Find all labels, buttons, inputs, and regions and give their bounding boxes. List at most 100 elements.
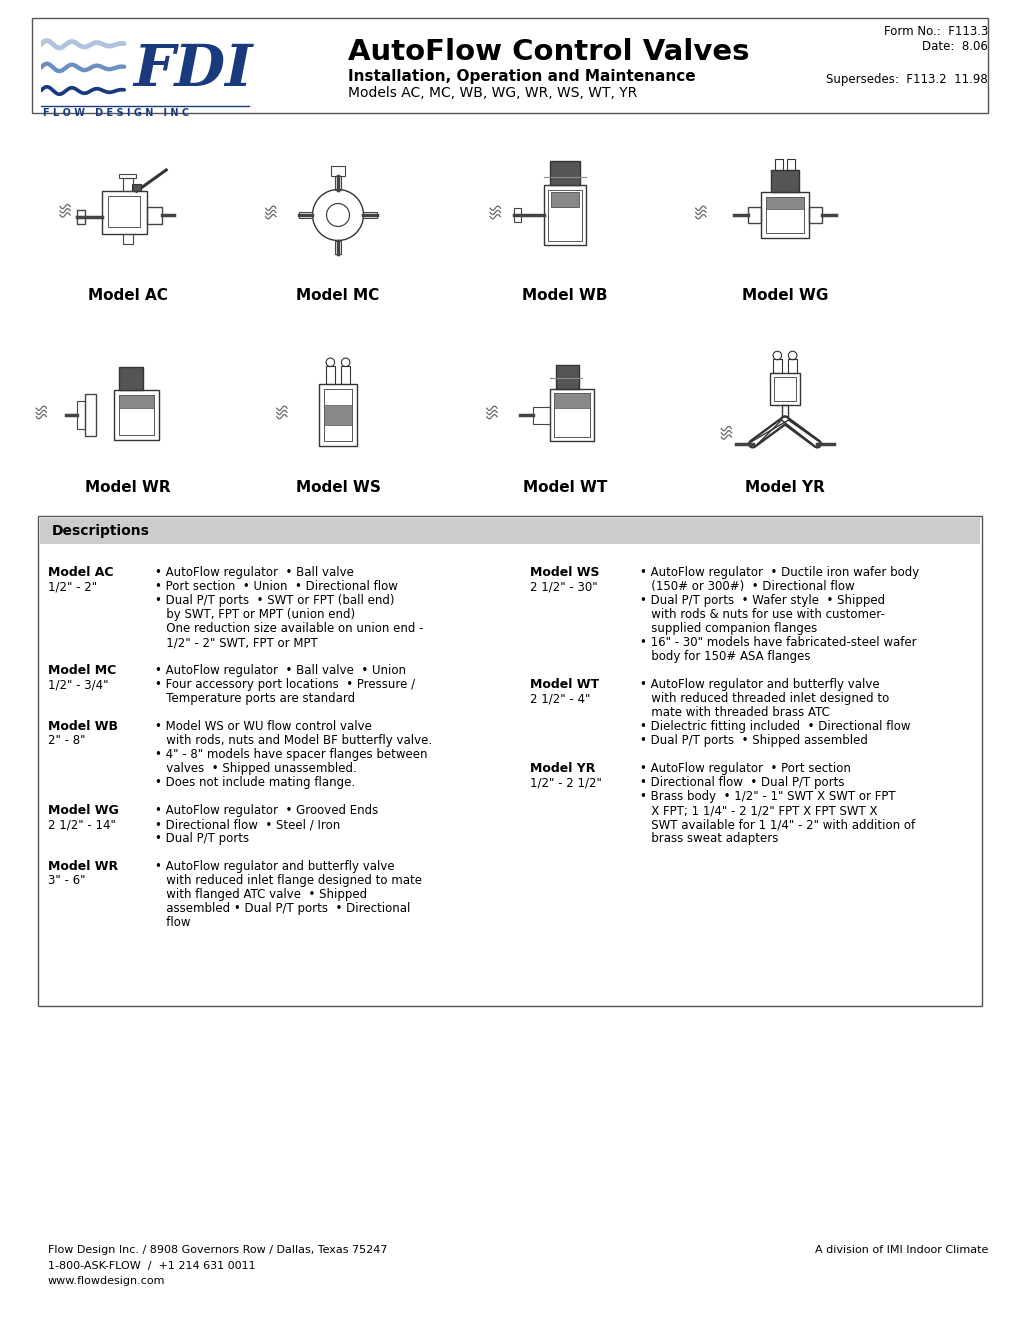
Text: • AutoFlow regulator  • Grooved Ends: • AutoFlow regulator • Grooved Ends [155,804,378,817]
Bar [335,176,340,190]
Text: valves  • Shipped unassembled.: valves • Shipped unassembled. [155,762,357,775]
Text: brass sweat adapters: brass sweat adapters [639,832,777,845]
Text: • Dual P/T ports: • Dual P/T ports [155,832,249,845]
Bar [363,213,377,218]
Text: • Dual P/T ports  • Shipped assembled: • Dual P/T ports • Shipped assembled [639,734,867,747]
Text: 2 1/2" - 14": 2 1/2" - 14" [48,818,116,832]
Bar [747,207,760,223]
Text: Model YR: Model YR [530,762,595,775]
Text: • AutoFlow regulator  • Port section: • AutoFlow regulator • Port section [639,762,850,775]
Text: Model WB: Model WB [48,719,118,733]
Text: • Does not include mating flange.: • Does not include mating flange. [155,776,355,789]
Bar [132,185,141,191]
Text: 3" - 6": 3" - 6" [48,874,86,887]
Text: 2 1/2" - 30": 2 1/2" - 30" [530,579,597,593]
Text: body for 150# ASA flanges: body for 150# ASA flanges [639,649,810,663]
Bar [319,384,357,446]
Bar [107,197,140,227]
Bar [772,359,781,372]
Text: supplied companion flanges: supplied companion flanges [639,622,816,635]
Text: mate with threaded brass ATC: mate with threaded brass ATC [639,706,829,719]
Bar [331,166,344,176]
Text: with reduced inlet flange designed to mate: with reduced inlet flange designed to ma… [155,874,422,887]
Bar [102,191,147,234]
Bar [118,395,154,436]
Bar [774,160,783,169]
Bar [532,407,549,424]
Text: • AutoFlow regulator  • Ball valve  • Union: • AutoFlow regulator • Ball valve • Unio… [155,664,406,677]
Bar [122,234,132,244]
Text: • Directional flow  • Dual P/T ports: • Directional flow • Dual P/T ports [639,776,844,789]
Bar [335,240,340,253]
Bar [323,388,353,441]
Text: • Dual P/T ports  • SWT or FPT (ball end): • Dual P/T ports • SWT or FPT (ball end) [155,594,394,607]
Bar [76,210,86,223]
Bar [86,393,96,436]
Bar [122,178,132,191]
Bar [76,400,86,429]
Text: FDI: FDI [132,42,252,98]
Bar [119,367,143,391]
Bar [808,207,821,223]
Text: Model MC: Model MC [48,664,116,677]
Text: • Dual P/T ports  • Wafer style  • Shipped: • Dual P/T ports • Wafer style • Shipped [639,594,884,607]
Bar [114,391,158,440]
Text: • 4" - 8" models have spacer flanges between: • 4" - 8" models have spacer flanges bet… [155,748,427,762]
Bar [119,174,137,178]
Text: Supersedes:  F113.2  11.98: Supersedes: F113.2 11.98 [825,73,987,86]
Text: X FPT; 1 1/4" - 2 1/2" FPT X FPT SWT X: X FPT; 1 1/4" - 2 1/2" FPT X FPT SWT X [639,804,876,817]
Text: Temperature ports are standard: Temperature ports are standard [155,692,355,705]
Text: Model MC: Model MC [297,288,379,304]
Text: with rods & nuts for use with customer-: with rods & nuts for use with customer- [639,609,884,620]
Bar [341,366,350,384]
Text: with flanged ATC valve  • Shipped: with flanged ATC valve • Shipped [155,888,367,902]
Text: Installation, Operation and Maintenance: Installation, Operation and Maintenance [347,69,695,84]
Text: 2 1/2" - 4": 2 1/2" - 4" [530,692,590,705]
Text: with reduced threaded inlet designed to: with reduced threaded inlet designed to [639,692,889,705]
Text: Model WT: Model WT [530,678,598,690]
Text: Model WR: Model WR [48,861,118,873]
Text: Model WR: Model WR [86,480,170,495]
Bar [553,393,589,437]
Text: Model WS: Model WS [296,480,380,495]
Text: by SWT, FPT or MPT (union end): by SWT, FPT or MPT (union end) [155,609,355,620]
Text: Model WG: Model WG [48,804,118,817]
Text: Model WS: Model WS [530,566,599,579]
Text: assembled • Dual P/T ports  • Directional: assembled • Dual P/T ports • Directional [155,902,410,915]
Bar [118,395,154,408]
Bar [788,359,796,372]
Text: • Model WS or WU flow control valve: • Model WS or WU flow control valve [155,719,372,733]
Text: Model WG: Model WG [741,288,827,304]
Text: • Directional flow  • Steel / Iron: • Directional flow • Steel / Iron [155,818,340,832]
Text: 1/2" - 2 1/2": 1/2" - 2 1/2" [530,776,601,789]
Bar [514,209,521,222]
Bar [326,366,334,384]
Text: Flow Design Inc. / 8908 Governors Row / Dallas, Texas 75247
1-800-ASK-FLOW  /  +: Flow Design Inc. / 8908 Governors Row / … [48,1245,387,1286]
Bar [147,206,162,223]
Bar [549,161,580,185]
Bar [770,169,798,191]
Bar [786,160,795,169]
Bar [40,517,979,544]
Text: Model AC: Model AC [88,288,168,304]
Bar [760,191,808,239]
Bar [299,213,312,218]
Text: Model AC: Model AC [48,566,113,579]
Bar [765,197,803,209]
Text: Model YR: Model YR [744,480,824,495]
Text: 1/2" - 3/4": 1/2" - 3/4" [48,678,108,690]
Text: 1/2" - 2": 1/2" - 2" [48,579,97,593]
Text: • 16" - 30" models have fabricated-steel wafer: • 16" - 30" models have fabricated-steel… [639,636,916,649]
Bar [547,190,582,240]
Text: • AutoFlow regulator  • Ductile iron wafer body: • AutoFlow regulator • Ductile iron wafe… [639,566,918,579]
Text: AutoFlow Control Valves: AutoFlow Control Valves [347,38,749,66]
Bar [550,191,579,207]
Text: A division of IMI Indoor Climate: A division of IMI Indoor Climate [814,1245,987,1255]
Bar [765,197,803,234]
Text: Models AC, MC, WB, WG, WR, WS, WT, YR: Models AC, MC, WB, WG, WR, WS, WT, YR [347,86,637,100]
Bar [543,185,586,244]
Bar [769,372,800,405]
Text: Model WT: Model WT [523,480,606,495]
Text: SWT available for 1 1/4" - 2" with addition of: SWT available for 1 1/4" - 2" with addit… [639,818,914,832]
Text: with rods, nuts and Model BF butterfly valve.: with rods, nuts and Model BF butterfly v… [155,734,432,747]
